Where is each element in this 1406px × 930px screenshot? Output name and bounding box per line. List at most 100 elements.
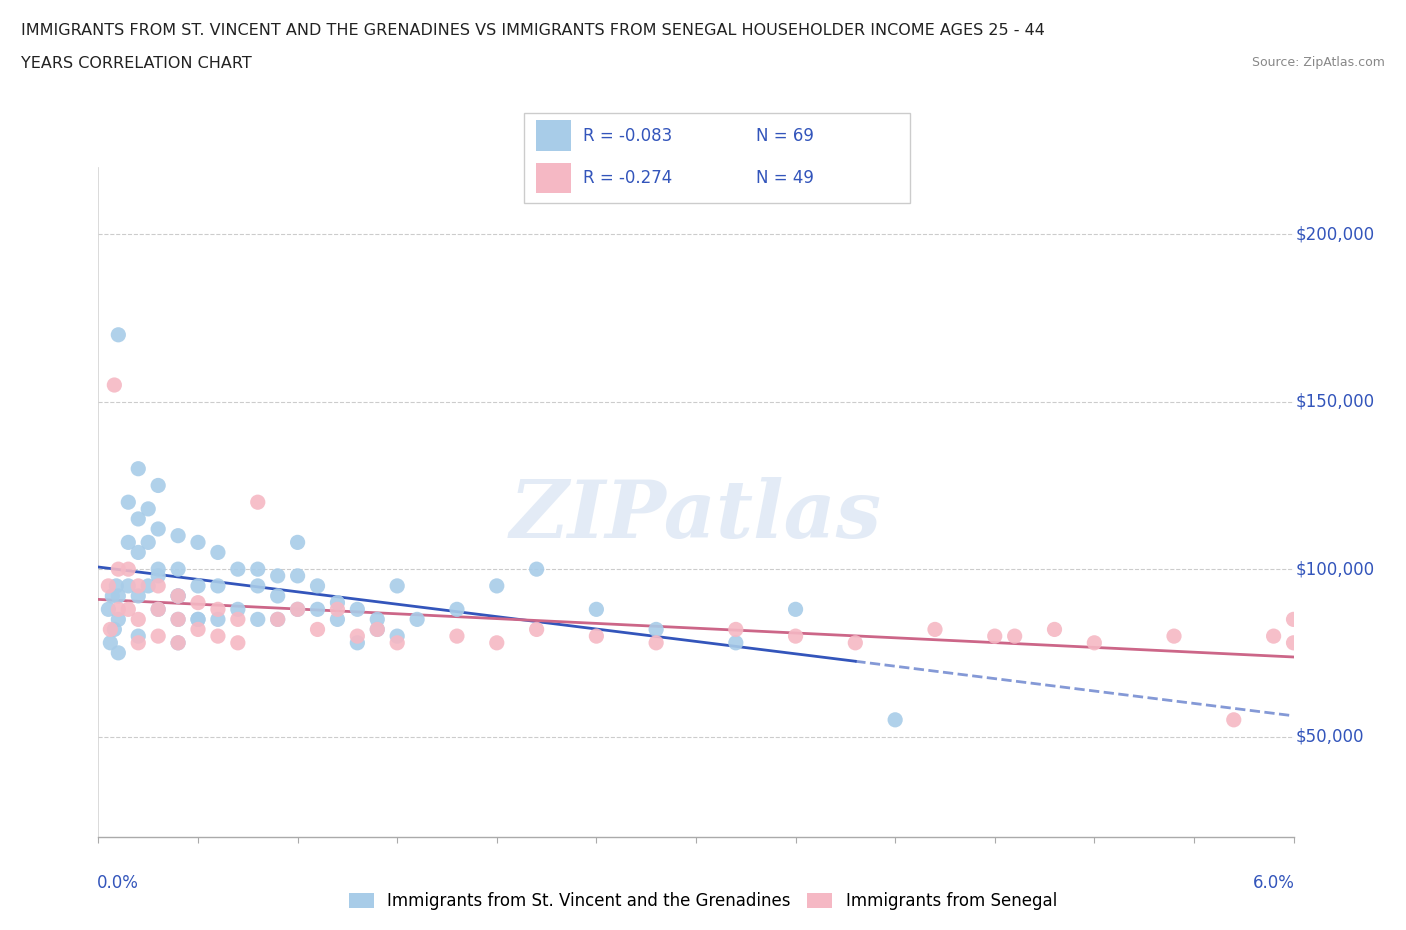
- Point: [346, 635, 368, 650]
- Text: $50,000: $50,000: [1296, 727, 1364, 746]
- Point: [585, 602, 607, 617]
- Point: [117, 578, 139, 593]
- Point: [127, 512, 149, 526]
- Point: [127, 589, 149, 604]
- Point: [148, 578, 170, 593]
- Point: [148, 602, 170, 617]
- Text: R = -0.274: R = -0.274: [583, 168, 672, 187]
- Point: [307, 622, 329, 637]
- Point: [117, 562, 139, 577]
- Point: [385, 629, 409, 644]
- Point: [326, 595, 349, 610]
- Point: [107, 562, 129, 577]
- Point: [785, 602, 807, 617]
- Point: [346, 629, 368, 644]
- Point: [148, 602, 170, 617]
- Point: [167, 589, 190, 604]
- Point: [98, 622, 122, 637]
- Point: [127, 578, 149, 593]
- Text: $150,000: $150,000: [1296, 392, 1375, 411]
- Point: [526, 562, 548, 577]
- Point: [884, 712, 907, 727]
- Point: [187, 612, 209, 627]
- Point: [127, 612, 149, 627]
- Text: 6.0%: 6.0%: [1253, 874, 1295, 892]
- Point: [246, 495, 269, 510]
- Text: YEARS CORRELATION CHART: YEARS CORRELATION CHART: [21, 56, 252, 71]
- Point: [167, 589, 190, 604]
- Point: [167, 528, 190, 543]
- Point: [226, 562, 249, 577]
- Point: [97, 602, 120, 617]
- Point: [105, 578, 128, 593]
- Point: [97, 578, 120, 593]
- Text: $100,000: $100,000: [1296, 560, 1375, 578]
- Point: [117, 535, 139, 550]
- Point: [107, 602, 129, 617]
- Text: Source: ZipAtlas.com: Source: ZipAtlas.com: [1251, 56, 1385, 69]
- Point: [127, 461, 149, 476]
- Point: [287, 535, 309, 550]
- Point: [127, 629, 149, 644]
- Point: [207, 602, 229, 617]
- Point: [1163, 629, 1185, 644]
- Point: [136, 535, 159, 550]
- Point: [207, 612, 229, 627]
- Point: [167, 612, 190, 627]
- Point: [207, 629, 229, 644]
- Point: [366, 622, 388, 637]
- FancyBboxPatch shape: [524, 113, 910, 203]
- Point: [167, 635, 190, 650]
- Point: [103, 622, 125, 637]
- Point: [148, 568, 170, 583]
- Point: [1223, 712, 1246, 727]
- Point: [117, 602, 139, 617]
- Point: [207, 545, 229, 560]
- Point: [585, 629, 607, 644]
- Text: 0.0%: 0.0%: [97, 874, 139, 892]
- Point: [187, 578, 209, 593]
- Text: $200,000: $200,000: [1296, 225, 1375, 244]
- Point: [167, 562, 190, 577]
- Point: [226, 635, 249, 650]
- Point: [246, 562, 269, 577]
- Point: [207, 578, 229, 593]
- Point: [267, 612, 290, 627]
- Point: [406, 612, 429, 627]
- Point: [103, 378, 125, 392]
- Point: [107, 589, 129, 604]
- Point: [645, 622, 668, 637]
- Text: ZIPatlas: ZIPatlas: [510, 477, 882, 554]
- Point: [326, 612, 349, 627]
- Point: [127, 545, 149, 560]
- Point: [246, 612, 269, 627]
- Point: [187, 612, 209, 627]
- Point: [307, 602, 329, 617]
- Text: N = 49: N = 49: [756, 168, 814, 187]
- Point: [287, 602, 309, 617]
- Point: [267, 568, 290, 583]
- Point: [1043, 622, 1066, 637]
- Point: [326, 602, 349, 617]
- Point: [485, 578, 508, 593]
- Point: [187, 535, 209, 550]
- Point: [267, 589, 290, 604]
- Point: [346, 602, 368, 617]
- Point: [136, 501, 159, 516]
- Point: [148, 562, 170, 577]
- Point: [385, 635, 409, 650]
- Point: [167, 612, 190, 627]
- Point: [287, 602, 309, 617]
- FancyBboxPatch shape: [536, 120, 571, 151]
- Point: [187, 622, 209, 637]
- Point: [167, 589, 190, 604]
- Point: [724, 622, 747, 637]
- Point: [385, 578, 409, 593]
- Point: [1004, 629, 1026, 644]
- Point: [226, 602, 249, 617]
- Point: [287, 568, 309, 583]
- Point: [107, 612, 129, 627]
- FancyBboxPatch shape: [536, 163, 571, 193]
- Point: [526, 622, 548, 637]
- Point: [187, 595, 209, 610]
